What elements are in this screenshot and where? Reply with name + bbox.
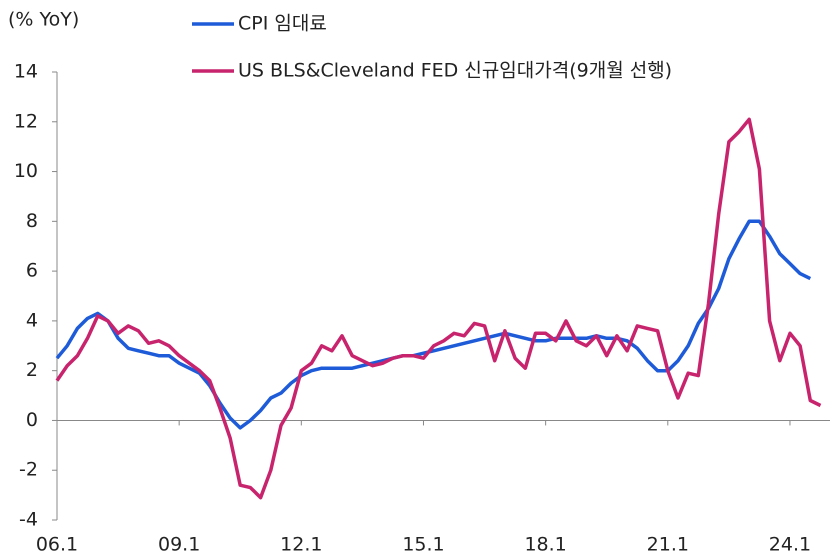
y-tick-label: 6 — [26, 260, 38, 282]
x-tick-label: 18.1 — [524, 534, 566, 556]
y-tick-label: 2 — [26, 359, 38, 381]
y-tick-label: 10 — [14, 160, 38, 182]
y-tick-label: -2 — [19, 459, 38, 481]
y-tick-label: -4 — [19, 509, 38, 531]
y-tick-label: 8 — [26, 210, 38, 232]
series-line — [55, 117, 822, 500]
y-tick-label: 14 — [14, 61, 38, 83]
x-tick-label: 06.1 — [36, 534, 78, 556]
x-tick-label: 15.1 — [402, 534, 444, 556]
legend-label: US BLS&Cleveland FED 신규임대가격(9개월 선행) — [238, 60, 672, 82]
x-tick-label: 09.1 — [158, 534, 200, 556]
y-tick-label: 12 — [14, 110, 38, 132]
x-tick-label: 12.1 — [280, 534, 322, 556]
series-line — [55, 219, 812, 430]
y-tick-label: 4 — [26, 309, 38, 331]
y-tick-label: 0 — [26, 409, 38, 431]
legend-label: CPI 임대료 — [238, 13, 327, 35]
x-tick-label: 21.1 — [647, 534, 689, 556]
x-tick-label: 24.1 — [769, 534, 811, 556]
y-axis-label: (% YoY) — [8, 9, 79, 31]
